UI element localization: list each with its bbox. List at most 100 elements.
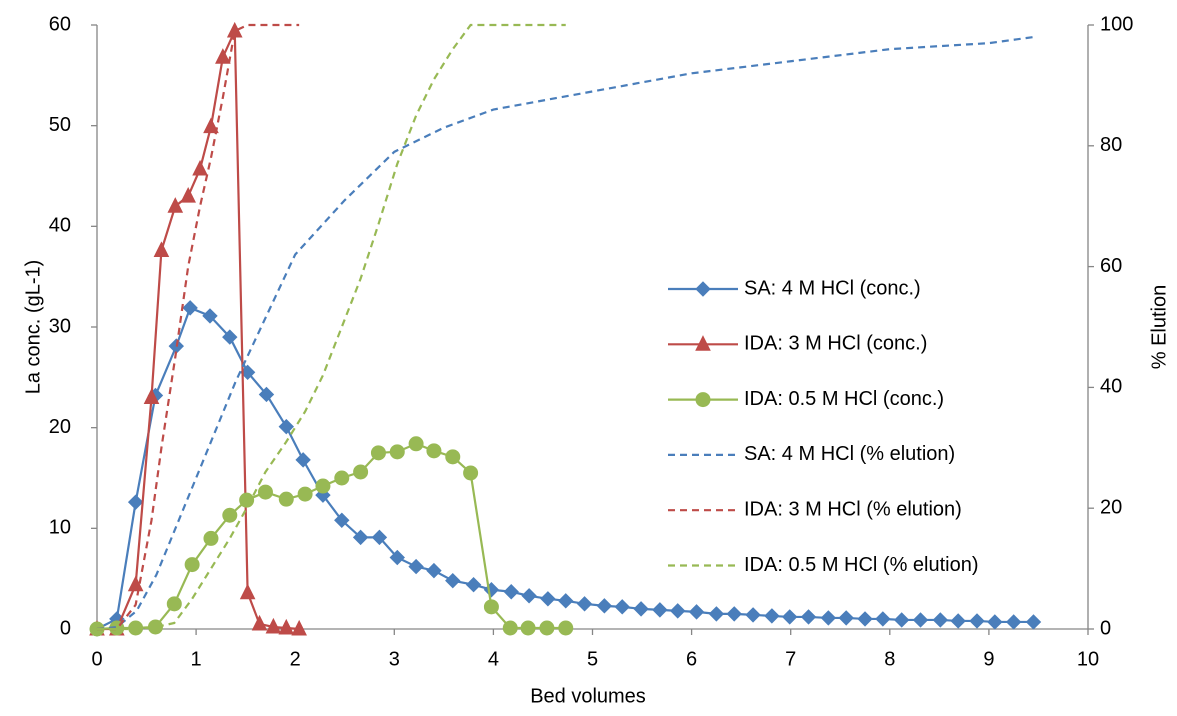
series-line <box>97 23 566 631</box>
x-tick-label: 10 <box>1077 648 1099 670</box>
y-tick-label: 60 <box>49 13 71 35</box>
marker <box>239 492 255 508</box>
marker <box>558 593 574 609</box>
x-tick-label: 3 <box>389 648 400 670</box>
marker <box>614 599 630 615</box>
series-line <box>96 306 1034 630</box>
marker <box>222 329 238 345</box>
legend-label: SA: 4 M HCl (conc.) <box>744 277 921 299</box>
marker <box>688 604 705 620</box>
marker <box>875 611 891 627</box>
marker <box>426 562 442 579</box>
marker <box>167 197 184 213</box>
marker <box>278 418 294 435</box>
marker <box>353 464 369 480</box>
marker <box>257 484 273 500</box>
marker <box>745 607 761 623</box>
marker <box>576 596 593 612</box>
marker <box>192 159 208 176</box>
marker <box>370 445 386 461</box>
y-tick-label: 20 <box>49 416 71 438</box>
marker <box>503 584 519 600</box>
y2-tick-label: 80 <box>1100 134 1122 156</box>
legend-label: IDA: 3 M HCl (% elution) <box>744 498 962 520</box>
y-tick-label: 30 <box>49 315 71 337</box>
x-tick-label: 7 <box>785 648 796 670</box>
marker <box>426 443 442 459</box>
marker <box>820 610 837 626</box>
marker <box>652 602 668 618</box>
marker <box>153 241 170 257</box>
y2-tick-label: 100 <box>1100 13 1133 35</box>
marker <box>726 606 742 622</box>
marker <box>278 618 295 635</box>
marker <box>1005 614 1022 630</box>
marker <box>334 470 350 486</box>
marker <box>502 620 518 636</box>
marker <box>389 444 405 460</box>
marker <box>291 619 307 636</box>
marker <box>695 392 711 408</box>
x-tick-label: 0 <box>91 648 102 670</box>
marker <box>800 609 817 625</box>
y-tick-label: 10 <box>49 517 71 539</box>
marker <box>596 598 613 614</box>
x-tick-label: 6 <box>686 648 697 670</box>
legend-label: SA: 4 M HCl (% elution) <box>744 443 955 465</box>
marker <box>445 572 461 589</box>
x-tick-label: 5 <box>587 648 598 670</box>
marker <box>912 612 929 628</box>
marker <box>334 512 350 528</box>
marker <box>445 449 461 465</box>
y2-tick-label: 60 <box>1100 255 1122 277</box>
marker <box>371 529 388 546</box>
marker <box>893 612 910 628</box>
y2-axis-title: % Elution <box>1148 285 1170 370</box>
y-tick-label: 50 <box>49 114 71 136</box>
marker <box>521 588 537 604</box>
marker <box>127 494 144 510</box>
marker <box>278 491 294 507</box>
x-tick-label: 9 <box>983 648 994 670</box>
marker <box>465 576 482 593</box>
x-tick-label: 4 <box>488 648 499 670</box>
marker <box>695 335 711 351</box>
marker <box>203 530 219 546</box>
marker <box>297 486 313 502</box>
marker <box>408 436 424 452</box>
marker <box>143 388 160 404</box>
y-tick-label: 0 <box>60 617 71 639</box>
series-line <box>97 30 300 631</box>
marker <box>184 557 200 573</box>
marker <box>1025 614 1042 630</box>
marker <box>932 612 949 628</box>
marker <box>633 601 649 617</box>
marker <box>408 558 424 575</box>
marker <box>166 596 182 612</box>
marker <box>463 465 479 481</box>
marker <box>215 48 231 64</box>
marker <box>180 187 196 203</box>
marker <box>483 599 499 615</box>
marker <box>950 613 966 629</box>
legend-label: IDA: 3 M HCl (conc.) <box>744 333 927 355</box>
marker <box>838 610 854 626</box>
marker <box>258 386 275 403</box>
marker <box>251 614 268 631</box>
y2-tick-label: 0 <box>1100 617 1111 639</box>
marker <box>222 507 238 523</box>
marker <box>764 608 780 624</box>
marker <box>782 609 798 625</box>
marker <box>558 620 574 636</box>
marker <box>127 575 144 592</box>
y2-tick-label: 40 <box>1100 376 1122 398</box>
series-line <box>96 35 1034 631</box>
marker <box>857 611 873 627</box>
marker <box>520 620 536 636</box>
marker <box>670 603 686 619</box>
x-tick-label: 2 <box>290 648 301 670</box>
marker <box>239 583 256 600</box>
marker <box>389 549 405 566</box>
marker <box>352 529 369 546</box>
marker <box>202 308 218 324</box>
